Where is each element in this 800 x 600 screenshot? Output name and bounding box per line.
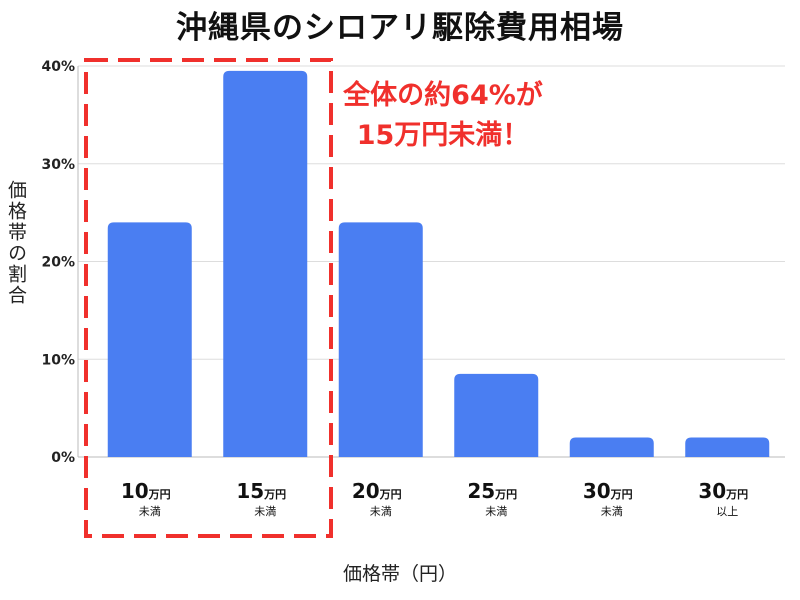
x-tick-label: 30万円 bbox=[698, 479, 748, 503]
y-axis-label: 価格帯の割合 bbox=[5, 180, 27, 306]
bar bbox=[685, 437, 770, 457]
x-tick-sublabel: 未満 bbox=[485, 505, 507, 518]
y-tick-label: 0% bbox=[51, 450, 75, 466]
y-tick-label: 10% bbox=[41, 352, 75, 368]
annotation-line-2: 15万円未満！ bbox=[356, 120, 530, 151]
bar bbox=[454, 373, 539, 457]
highlight-annotation: 全体の約64%が 15万円未満！ bbox=[318, 76, 568, 156]
gridlines bbox=[77, 65, 785, 458]
x-axis-label: 価格帯（円） bbox=[342, 563, 457, 585]
y-tick-label: 20% bbox=[41, 255, 75, 271]
x-tick-sublabel: 未満 bbox=[370, 505, 392, 518]
bar bbox=[107, 222, 192, 457]
x-tick-label: 30万円 bbox=[583, 479, 633, 503]
x-tick-label: 25万円 bbox=[467, 479, 517, 503]
x-tick-label: 10万円 bbox=[121, 479, 171, 503]
x-tick-sublabel: 未満 bbox=[601, 505, 623, 518]
y-tick-label: 40% bbox=[41, 59, 75, 75]
x-tick-label: 20万円 bbox=[352, 479, 402, 503]
annotation-line-1: 全体の約64%が bbox=[343, 80, 543, 111]
bar bbox=[569, 437, 654, 457]
y-tick-label: 30% bbox=[41, 157, 75, 173]
highlight-box bbox=[84, 58, 333, 538]
bar bbox=[338, 222, 423, 457]
x-tick-label: 15万円 bbox=[236, 479, 286, 503]
x-tick-sublabel: 以上 bbox=[716, 505, 738, 518]
bar bbox=[223, 70, 308, 457]
bars bbox=[107, 70, 770, 457]
chart-title: 沖縄県のシロアリ駆除費用相場 bbox=[176, 10, 624, 46]
y-axis-ticks: 0% 10% 20% 30% 40% bbox=[41, 59, 75, 466]
x-tick-sublabel: 未満 bbox=[139, 505, 161, 518]
x-tick-sublabel: 未満 bbox=[254, 505, 276, 518]
